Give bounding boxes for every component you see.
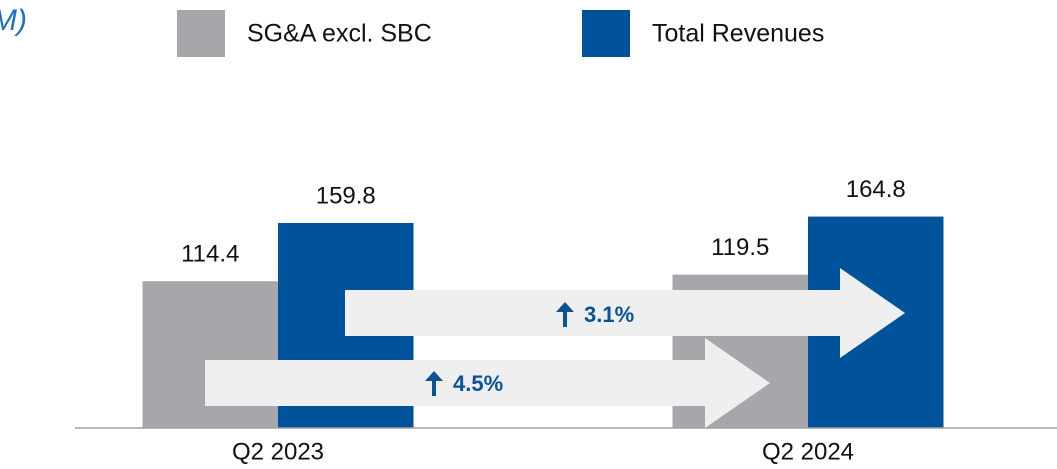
growth-arrow bbox=[345, 268, 905, 358]
value-label: 119.5 bbox=[711, 234, 769, 261]
annotation: 4.5% bbox=[453, 371, 503, 396]
value-label: 164.8 bbox=[846, 176, 906, 203]
x-tick-label: Q2 2024 bbox=[762, 438, 854, 465]
up-icon bbox=[556, 302, 574, 327]
legend-swatch bbox=[177, 10, 225, 57]
value-label: 114.4 bbox=[181, 241, 239, 268]
x-tick-label: Q2 2023 bbox=[232, 438, 324, 465]
legend-label: SG&A excl. SBC bbox=[247, 20, 432, 48]
up-icon bbox=[425, 371, 443, 396]
annotation: 3.1% bbox=[584, 302, 634, 327]
chart-title: M) bbox=[0, 4, 27, 37]
value-label: 159.8 bbox=[316, 182, 376, 209]
legend-label: Total Revenues bbox=[652, 20, 824, 48]
legend-swatch bbox=[582, 10, 630, 57]
growth-arrow bbox=[205, 338, 770, 428]
